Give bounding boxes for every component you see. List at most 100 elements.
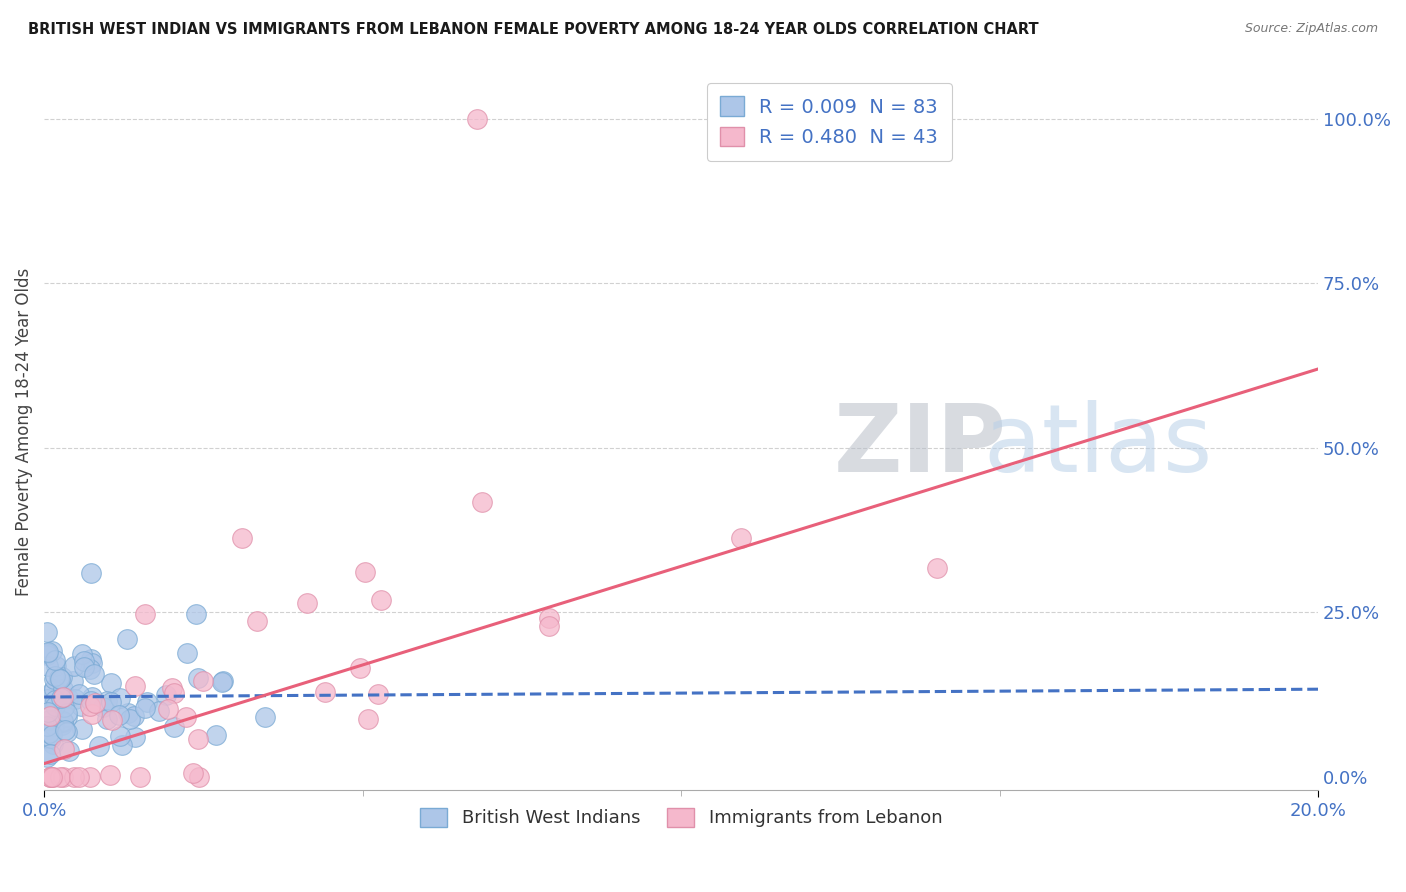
Point — [62, 673, 84, 688]
Point — [134, 701, 156, 715]
Point — [314, 685, 336, 699]
Point — [44, 693, 66, 707]
Point — [37, 646, 59, 660]
Point — [49, 672, 72, 686]
Point — [100, 713, 122, 727]
Point — [55, 706, 77, 720]
Point — [45, 658, 67, 673]
Point — [120, 712, 142, 726]
Point — [124, 731, 146, 745]
Point — [80, 706, 103, 721]
Point — [176, 646, 198, 660]
Point — [465, 112, 488, 126]
Point — [82, 656, 104, 670]
Point — [148, 705, 170, 719]
Point — [231, 532, 253, 546]
Point — [357, 713, 380, 727]
Point — [39, 770, 62, 784]
Point — [183, 766, 205, 780]
Point — [79, 694, 101, 708]
Point — [80, 690, 103, 704]
Point — [55, 725, 77, 739]
Text: atlas: atlas — [834, 400, 1212, 491]
Point — [48, 770, 70, 784]
Point — [115, 632, 138, 646]
Point — [67, 770, 90, 784]
Point — [730, 531, 752, 545]
Point — [108, 690, 131, 705]
Point — [96, 694, 118, 708]
Point — [37, 644, 59, 658]
Point — [44, 681, 66, 696]
Point — [155, 688, 177, 702]
Point — [193, 674, 215, 689]
Point — [134, 607, 156, 621]
Point — [205, 727, 228, 741]
Point — [89, 739, 111, 753]
Point — [67, 687, 90, 701]
Point — [70, 698, 93, 713]
Point — [156, 702, 179, 716]
Point — [124, 680, 146, 694]
Point — [129, 770, 152, 784]
Point — [38, 726, 60, 740]
Point — [79, 566, 101, 580]
Point — [108, 729, 131, 743]
Point — [37, 692, 59, 706]
Point — [187, 731, 209, 746]
Point — [37, 624, 59, 639]
Legend: British West Indians, Immigrants from Lebanon: British West Indians, Immigrants from Le… — [413, 801, 949, 835]
Point — [73, 660, 96, 674]
Point — [42, 683, 65, 698]
Point — [52, 770, 75, 784]
Point — [91, 699, 114, 714]
Point — [42, 770, 65, 784]
Point — [79, 662, 101, 676]
Point — [253, 710, 276, 724]
Point — [53, 723, 76, 737]
Text: Source: ZipAtlas.com: Source: ZipAtlas.com — [1244, 22, 1378, 36]
Point — [98, 768, 121, 782]
Point — [73, 654, 96, 668]
Point — [62, 659, 84, 673]
Point — [63, 691, 86, 706]
Point — [37, 749, 59, 764]
Point — [48, 671, 70, 685]
Point — [70, 647, 93, 661]
Point — [70, 723, 93, 737]
Point — [39, 731, 62, 745]
Text: BRITISH WEST INDIAN VS IMMIGRANTS FROM LEBANON FEMALE POVERTY AMONG 18-24 YEAR O: BRITISH WEST INDIAN VS IMMIGRANTS FROM L… — [28, 22, 1039, 37]
Point — [100, 676, 122, 690]
Point — [353, 565, 375, 579]
Point — [56, 691, 79, 706]
Point — [111, 738, 134, 752]
Point — [538, 611, 561, 625]
Point — [117, 706, 139, 721]
Point — [186, 671, 208, 685]
Point — [44, 669, 66, 683]
Point — [37, 719, 59, 733]
Point — [925, 561, 948, 575]
Point — [96, 712, 118, 726]
Point — [211, 675, 233, 690]
Point — [349, 661, 371, 675]
Point — [246, 614, 269, 628]
Point — [370, 593, 392, 607]
Point — [39, 709, 62, 723]
Point — [367, 687, 389, 701]
Point — [100, 695, 122, 709]
Point — [41, 728, 63, 742]
Point — [52, 715, 75, 730]
Point — [37, 706, 59, 720]
Point — [79, 699, 101, 714]
Point — [51, 670, 73, 684]
Point — [52, 741, 75, 756]
Point — [41, 770, 63, 784]
Point — [39, 770, 62, 784]
Point — [83, 666, 105, 681]
Point — [49, 690, 72, 705]
Point — [51, 717, 73, 731]
Point — [56, 710, 79, 724]
Point — [122, 709, 145, 723]
Y-axis label: Female Poverty Among 18-24 Year Olds: Female Poverty Among 18-24 Year Olds — [15, 268, 32, 596]
